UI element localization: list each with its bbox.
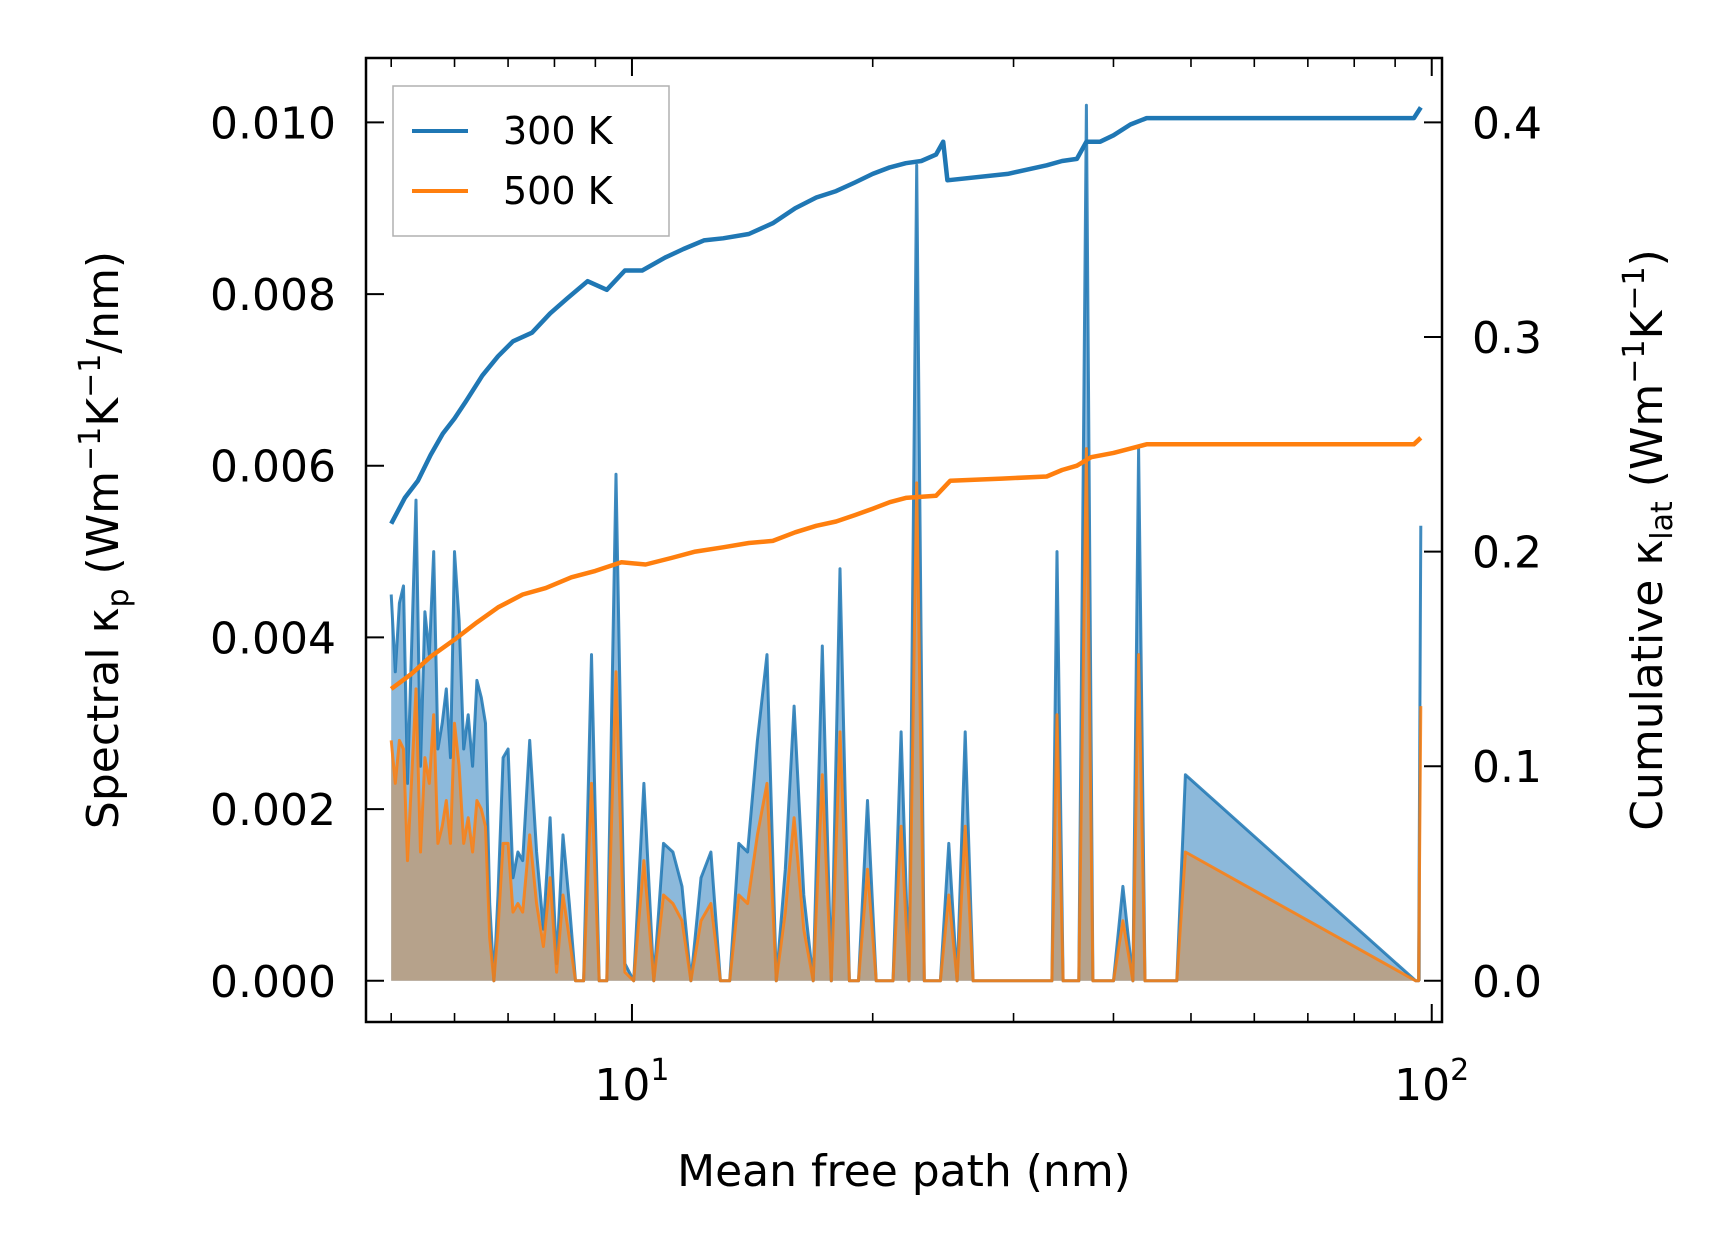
- right-y-title-subscript: lat: [1645, 501, 1680, 540]
- left-y-axis-title: Spectral κp (Wm−1K−1/nm): [73, 251, 136, 829]
- x-tick-base: 10: [1394, 1060, 1450, 1111]
- left-y-title-exp1: −1: [73, 427, 108, 471]
- legend: 300 K 500 K: [392, 85, 670, 237]
- left-y-title-base: Spectral κ: [78, 608, 129, 830]
- left-y-title-exp2: −1: [73, 354, 108, 398]
- right-y-title-exp2: −1: [1617, 266, 1652, 310]
- y-right-tick-label: 0.2: [1472, 528, 1542, 579]
- right-y-title-mid: K: [1622, 309, 1673, 339]
- y-right-tick-label: 0.4: [1472, 98, 1542, 149]
- legend-label-300K: 300 K: [503, 109, 614, 153]
- right-y-title-base: Cumulative κ: [1622, 540, 1673, 831]
- y-left-tick-label: 0.002: [210, 785, 336, 836]
- y-left-tick-label: 0.006: [210, 442, 336, 493]
- left-y-title-mid: K: [78, 397, 129, 427]
- y-right-tick-label: 0.0: [1472, 957, 1542, 1008]
- right-y-axis-title: Cumulative κlat (Wm−1K−1): [1617, 249, 1680, 831]
- y-left-tick-label: 0.008: [210, 270, 336, 321]
- x-tick-exponent: 1: [650, 1053, 669, 1088]
- x-tick-label: 102: [1394, 1053, 1469, 1111]
- y-right-tick-label: 0.1: [1472, 742, 1542, 793]
- right-y-title-exp1: −1: [1617, 339, 1652, 383]
- x-tick-base: 10: [594, 1060, 650, 1111]
- y-left-tick-label: 0.000: [210, 957, 336, 1008]
- right-y-title-units: (Wm: [1622, 384, 1673, 502]
- plot-frame: [364, 56, 1444, 1024]
- x-tick-label: 101: [594, 1053, 669, 1111]
- left-y-title-close: /nm): [78, 251, 129, 354]
- plot-area: [389, 103, 1423, 983]
- left-y-title-subscript: p: [101, 588, 136, 607]
- axes: 101 1020.0000.0020.0040.0060.0080.0100.00…: [210, 56, 1542, 1111]
- y-left-tick-label: 0.004: [210, 613, 336, 664]
- cumulative-line-300K: [389, 106, 1423, 525]
- legend-label-500K: 500 K: [503, 169, 614, 213]
- legend-frame: [392, 85, 670, 237]
- cumulative-line-500K: [389, 436, 1423, 691]
- spectral-line-500K: [389, 447, 1423, 983]
- y-left-tick-label: 0.010: [210, 98, 336, 149]
- y-right-tick-label: 0.3: [1472, 313, 1542, 364]
- right-y-title-close: ): [1622, 249, 1673, 266]
- x-tick-exponent: 2: [1450, 1053, 1469, 1088]
- left-y-title-units: (Wm: [78, 471, 129, 589]
- x-axis-title: Mean free path (nm): [677, 1146, 1131, 1197]
